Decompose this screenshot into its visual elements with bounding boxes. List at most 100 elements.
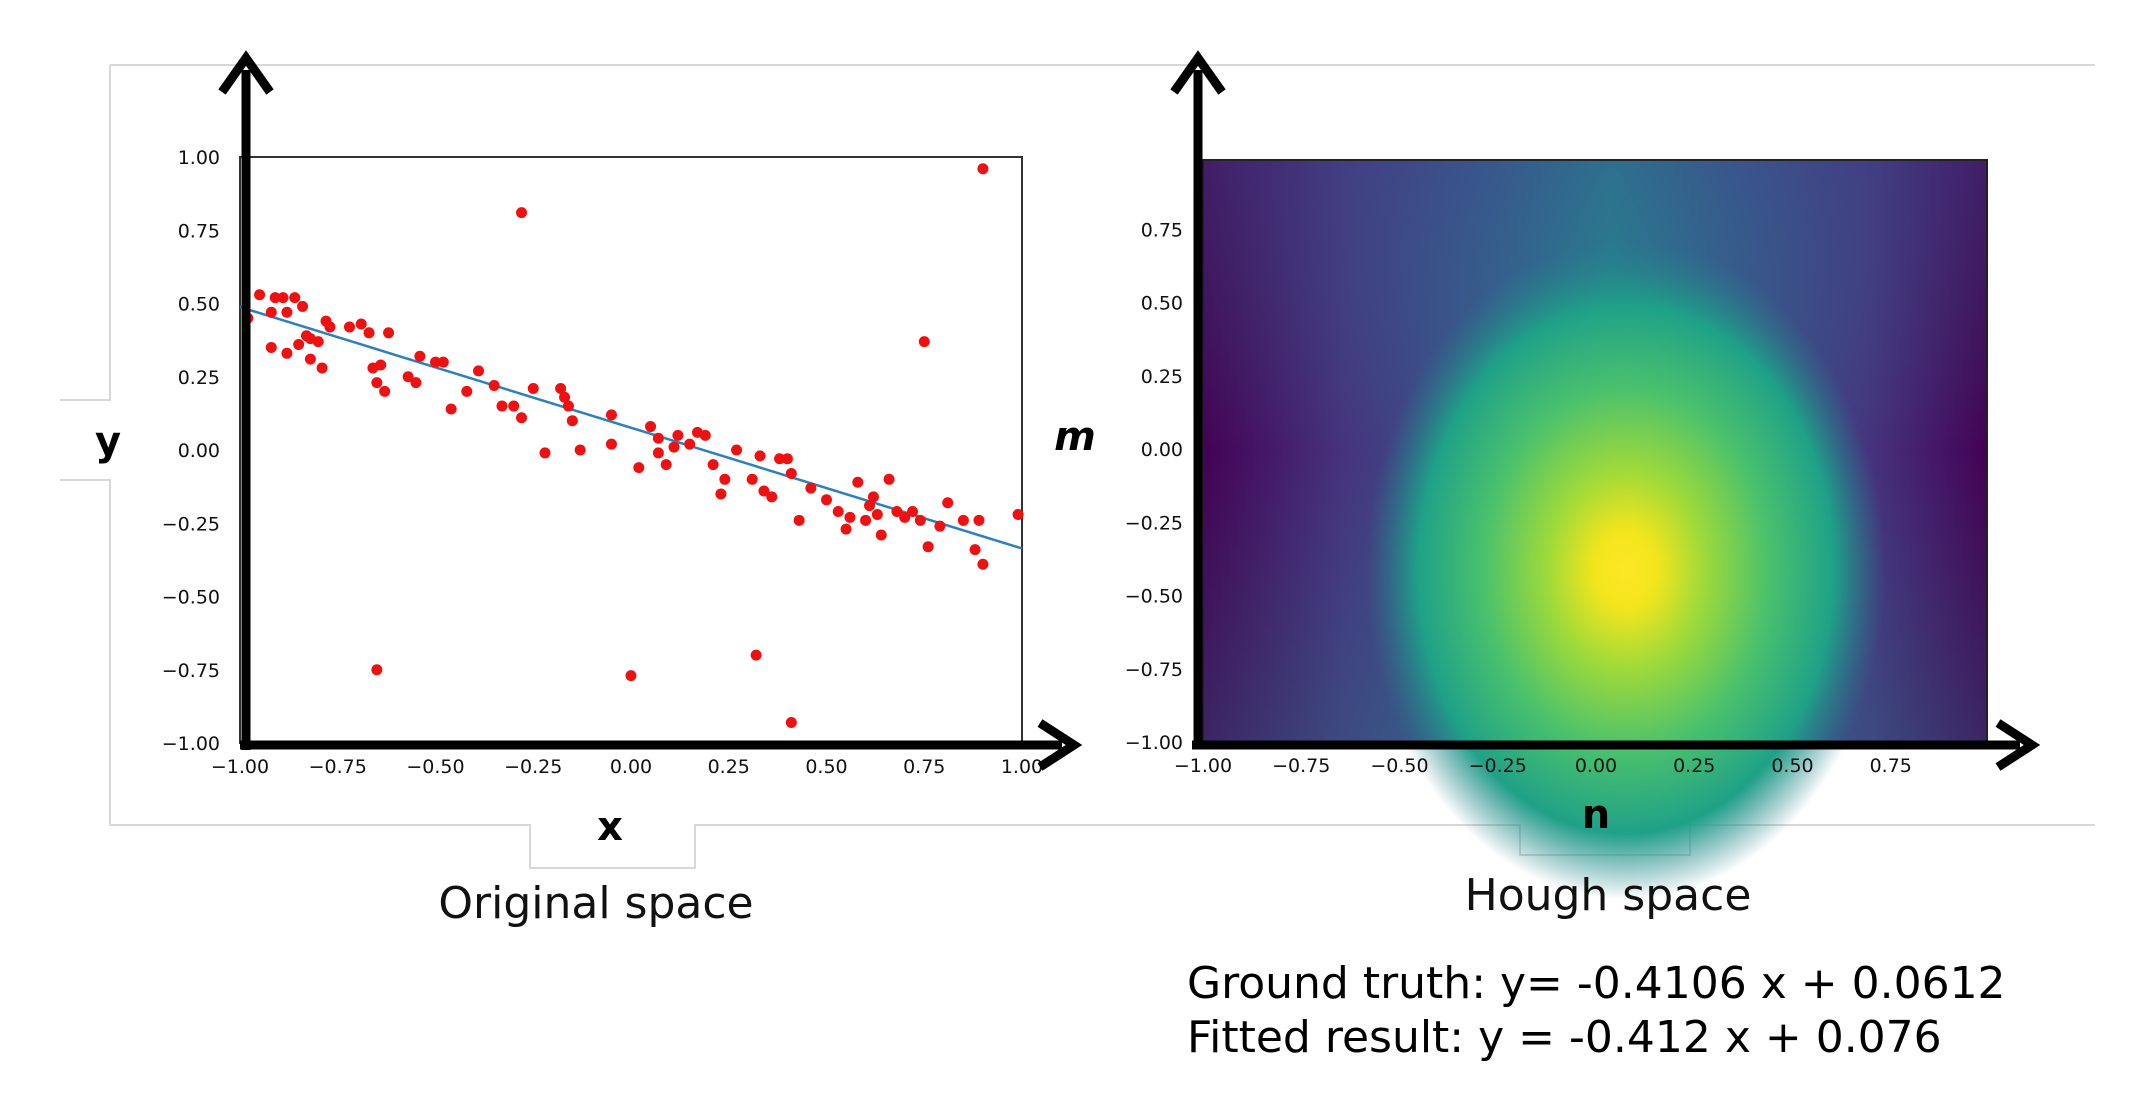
data-point xyxy=(645,421,657,433)
data-point xyxy=(668,441,680,453)
m-tick-label: 0.50 xyxy=(1141,293,1183,315)
data-point xyxy=(402,371,414,383)
y-tick-labels: −1.00 −0.75 −0.50 −0.25 0.00 0.25 0.50 0.75 1.00 xyxy=(162,147,220,755)
data-point xyxy=(496,400,508,412)
y-tick-label: −0.25 xyxy=(162,513,220,535)
data-point xyxy=(875,529,887,541)
m-tick-label: −0.25 xyxy=(1125,512,1183,534)
data-point xyxy=(605,438,617,450)
data-point xyxy=(934,520,946,532)
data-point xyxy=(355,318,367,330)
data-point xyxy=(254,289,266,301)
data-point xyxy=(672,429,684,441)
data-point xyxy=(289,292,301,304)
data-point xyxy=(750,649,762,661)
data-point xyxy=(555,382,567,394)
data-point xyxy=(312,336,324,348)
data-point xyxy=(731,444,743,456)
data-point xyxy=(785,716,797,728)
data-point xyxy=(1012,508,1024,520)
data-point xyxy=(562,400,574,412)
data-point xyxy=(774,453,786,465)
data-point xyxy=(918,336,930,348)
data-point xyxy=(473,365,485,377)
x-tick-label: −0.75 xyxy=(309,756,367,778)
m-tick-label: −0.75 xyxy=(1125,659,1183,681)
data-point xyxy=(445,403,457,415)
data-point xyxy=(324,321,336,333)
fitted-line xyxy=(239,305,1023,550)
m-tick-label: 0.25 xyxy=(1141,366,1183,388)
data-point xyxy=(758,485,770,497)
data-point xyxy=(942,497,954,509)
data-point xyxy=(652,432,664,444)
x-tick-label: 0.00 xyxy=(610,756,652,778)
data-point xyxy=(633,462,645,474)
data-point xyxy=(281,306,293,318)
data-point xyxy=(844,511,856,523)
y-tick-label: 1.00 xyxy=(178,147,220,169)
data-point xyxy=(840,523,852,535)
data-point xyxy=(625,670,637,682)
data-point xyxy=(297,300,309,312)
m-tick-label: −1.00 xyxy=(1125,732,1183,754)
data-point xyxy=(781,453,793,465)
data-point xyxy=(746,473,758,485)
data-point xyxy=(316,362,328,374)
data-point xyxy=(867,491,879,503)
x-tick-label: 0.75 xyxy=(903,756,945,778)
y-tick-label: −1.00 xyxy=(162,733,220,755)
heatmap-peak xyxy=(1365,239,1886,900)
data-point xyxy=(805,482,817,494)
n-axis-arrowhead xyxy=(1995,719,2041,771)
y-tick-label: 0.25 xyxy=(178,367,220,389)
data-point xyxy=(891,506,903,518)
data-point xyxy=(699,429,711,441)
x-axis-letter: x xyxy=(597,804,623,850)
x-tick-label: −0.25 xyxy=(504,756,562,778)
plot-frame xyxy=(239,156,1023,744)
data-point xyxy=(265,341,277,353)
data-point xyxy=(371,664,383,676)
x-axis-arrowhead xyxy=(1037,719,1083,771)
data-point xyxy=(652,447,664,459)
n-tick-label: 0.75 xyxy=(1870,755,1912,777)
data-point xyxy=(566,415,578,427)
data-point xyxy=(516,207,528,219)
data-point xyxy=(719,473,731,485)
n-tick-label: 0.25 xyxy=(1673,755,1715,777)
data-point xyxy=(973,514,985,526)
x-tick-label: 0.50 xyxy=(805,756,847,778)
data-point xyxy=(574,444,586,456)
m-axis-letter: m xyxy=(1054,414,1096,460)
hough-space-caption: Hough space xyxy=(1465,870,1752,921)
data-point xyxy=(754,450,766,462)
data-point xyxy=(793,514,805,526)
data-point xyxy=(977,558,989,570)
n-tick-label: −1.00 xyxy=(1174,755,1232,777)
data-point xyxy=(304,353,316,365)
data-point xyxy=(922,541,934,553)
data-points xyxy=(242,163,1024,728)
data-point xyxy=(871,508,883,520)
data-point xyxy=(379,385,391,397)
data-point xyxy=(281,347,293,359)
data-point xyxy=(383,327,395,339)
data-point xyxy=(832,506,844,518)
original-space-caption: Original space xyxy=(438,878,753,929)
m-axis-arrowhead xyxy=(1170,50,1226,95)
data-point xyxy=(907,506,919,518)
y-tick-label: 0.00 xyxy=(178,440,220,462)
data-point xyxy=(821,494,832,506)
data-point xyxy=(977,163,989,175)
data-point xyxy=(605,409,617,421)
data-point xyxy=(684,438,696,450)
x-tick-label: 0.25 xyxy=(708,756,750,778)
x-tick-label: −0.50 xyxy=(406,756,464,778)
n-tick-label: −0.75 xyxy=(1272,755,1330,777)
x-tick-labels: −1.00 −0.75 −0.50 −0.25 0.00 0.25 0.50 0.75 1.00 xyxy=(211,756,1043,778)
data-point xyxy=(715,488,727,500)
data-point xyxy=(265,306,277,318)
data-point xyxy=(410,377,422,389)
